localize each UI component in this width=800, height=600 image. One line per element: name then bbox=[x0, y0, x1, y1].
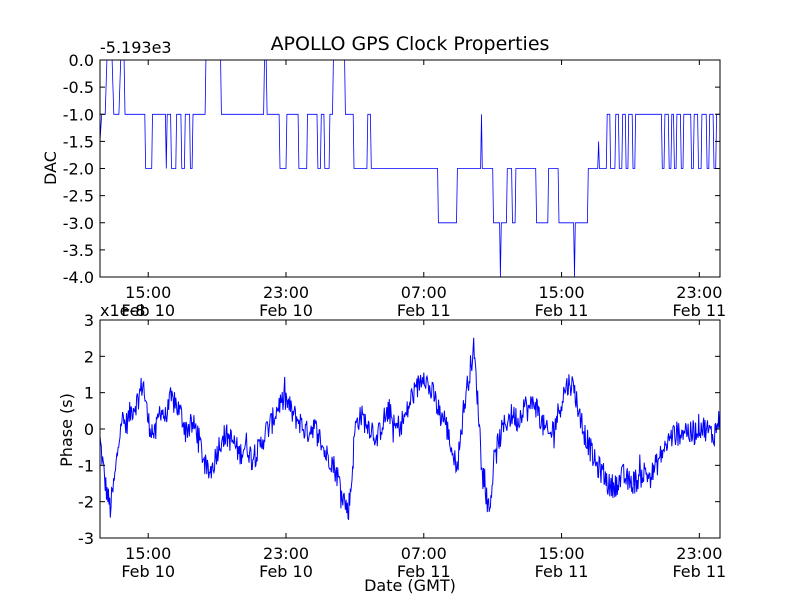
x-tick-date-label: Feb 11 bbox=[535, 562, 589, 581]
x-tick-time-label: 15:00 bbox=[125, 544, 171, 563]
x-tick-time-label: 07:00 bbox=[401, 544, 447, 563]
dac-offset-label: -5.193e3 bbox=[100, 38, 172, 57]
phase-offset-label: x1e-8 bbox=[100, 301, 145, 320]
x-axis-label: Date (GMT) bbox=[364, 576, 456, 595]
phase-y-axis-label: Phase (s) bbox=[57, 393, 76, 467]
phase-series-line bbox=[99, 337, 721, 520]
y-tick-label: -1.0 bbox=[63, 105, 94, 124]
x-tick-date-label: Feb 11 bbox=[397, 301, 451, 320]
y-tick-label: 2 bbox=[84, 347, 94, 366]
y-tick-label: 1 bbox=[84, 384, 94, 403]
dac-panel: -5.193e3 DAC 0.0 -0.5 -1.0 -1.5 -2.0 -2.5 -3.0… bbox=[41, 38, 726, 320]
y-tick-label: 3 bbox=[84, 311, 94, 330]
x-tick-date-label: Feb 11 bbox=[397, 562, 451, 581]
x-tick-time-label: 15:00 bbox=[125, 283, 171, 302]
x-tick-time-label: 23:00 bbox=[676, 283, 722, 302]
y-tick-label: -0.5 bbox=[63, 78, 94, 97]
y-tick-label: -4.0 bbox=[63, 268, 94, 287]
x-tick-date-label: Feb 10 bbox=[259, 562, 313, 581]
x-tick-date-label: Feb 10 bbox=[121, 562, 175, 581]
y-tick-label: -2 bbox=[78, 493, 94, 512]
y-tick-label: 0.0 bbox=[69, 51, 94, 70]
figure-title: APOLLO GPS Clock Properties bbox=[271, 33, 550, 55]
x-tick-time-label: 07:00 bbox=[401, 283, 447, 302]
x-tick-time-label: 15:00 bbox=[539, 544, 585, 563]
x-tick-date-label: Feb 10 bbox=[121, 301, 175, 320]
y-tick-label: -1.5 bbox=[63, 132, 94, 151]
x-tick-date-label: Feb 11 bbox=[672, 562, 726, 581]
dac-series-line bbox=[99, 59, 720, 278]
x-tick-time-label: 23:00 bbox=[676, 544, 722, 563]
y-tick-label: 0 bbox=[84, 420, 94, 439]
y-tick-label: -3.0 bbox=[63, 214, 94, 233]
x-tick-time-label: 23:00 bbox=[263, 283, 309, 302]
y-tick-label: -3 bbox=[78, 529, 94, 548]
dac-y-axis-label: DAC bbox=[41, 151, 60, 185]
x-tick-time-label: 15:00 bbox=[539, 283, 585, 302]
x-tick-date-label: Feb 10 bbox=[259, 301, 313, 320]
y-tick-label: -2.5 bbox=[63, 187, 94, 206]
x-tick-date-label: Feb 11 bbox=[672, 301, 726, 320]
x-tick-date-label: Feb 11 bbox=[535, 301, 589, 320]
y-tick-label: -1 bbox=[78, 456, 94, 475]
x-tick-time-label: 23:00 bbox=[263, 544, 309, 563]
y-tick-label: -3.5 bbox=[63, 241, 94, 260]
y-tick-label: -2.0 bbox=[63, 160, 94, 179]
